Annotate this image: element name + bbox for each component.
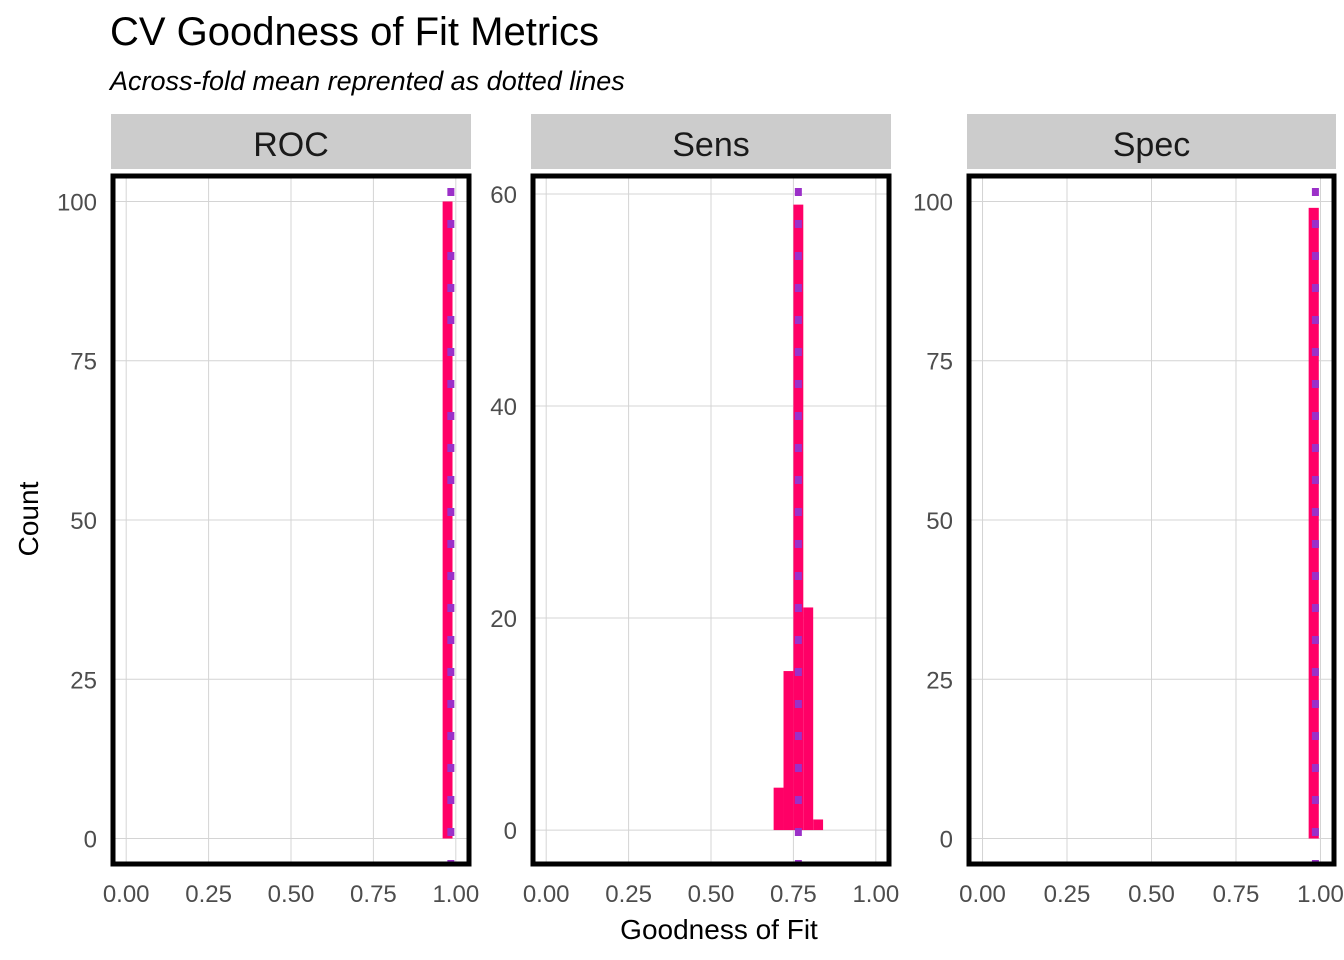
y-tick-label: 50	[70, 508, 97, 535]
y-tick-label: 60	[490, 182, 517, 209]
x-tick-label: 1.00	[432, 881, 479, 908]
panel-border	[530, 173, 892, 867]
histogram-bar	[1308, 207, 1319, 839]
facet-panel-roc: ROC	[110, 114, 472, 867]
y-tick-label: 100	[57, 189, 97, 216]
x-tick-label: 0.00	[103, 881, 150, 908]
chart-title: CV Goodness of Fit Metrics	[110, 10, 600, 54]
x-tick-label: 0.75	[1213, 881, 1260, 908]
histogram-bar	[773, 787, 784, 831]
facet-strip	[531, 114, 891, 169]
y-tick-label: 40	[490, 394, 517, 421]
x-tick-label: 0.00	[959, 881, 1006, 908]
y-tick-label: 0	[84, 827, 97, 854]
histogram-bar	[442, 201, 453, 839]
facet-panel-spec: Spec	[966, 114, 1337, 867]
x-tick-label: 0.75	[350, 881, 397, 908]
histogram-bar	[803, 607, 814, 831]
y-tick-label: 100	[913, 189, 953, 216]
x-tick-label: 0.25	[185, 881, 232, 908]
facet-strip-label: Spec	[1113, 126, 1191, 164]
facet-panel-sens: Sens	[530, 114, 892, 867]
x-tick-label: 0.25	[605, 881, 652, 908]
x-tick-label: 0.75	[770, 881, 817, 908]
x-tick-label: 0.25	[1044, 881, 1091, 908]
facet-strip-label: ROC	[253, 126, 329, 164]
facet-strip	[967, 114, 1336, 169]
y-tick-label: 0	[940, 827, 953, 854]
y-tick-label: 50	[926, 508, 953, 535]
y-tick-label: 75	[926, 349, 953, 376]
y-tick-label: 25	[926, 667, 953, 694]
facet-strip-label: Sens	[672, 126, 750, 164]
facet-strip	[111, 114, 471, 169]
histogram-bar	[813, 819, 824, 831]
panel-border	[110, 173, 472, 867]
y-tick-label: 20	[490, 606, 517, 633]
y-axis-label: Count	[13, 481, 44, 556]
x-tick-label: 0.50	[688, 881, 735, 908]
histogram-bar	[793, 204, 804, 831]
x-tick-label: 0.50	[268, 881, 315, 908]
y-tick-label: 25	[70, 667, 97, 694]
x-tick-label: 0.00	[523, 881, 570, 908]
chart-subtitle: Across-fold mean reprented as dotted lin…	[110, 66, 625, 96]
panel-border	[966, 173, 1337, 867]
y-tick-label: 0	[504, 818, 517, 845]
histogram-bar	[783, 671, 794, 831]
y-tick-label: 75	[70, 349, 97, 376]
x-tick-label: 0.50	[1128, 881, 1175, 908]
x-axis-label: Goodness of Fit	[620, 914, 818, 945]
x-tick-label: 1.00	[1297, 881, 1344, 908]
x-tick-label: 1.00	[852, 881, 899, 908]
